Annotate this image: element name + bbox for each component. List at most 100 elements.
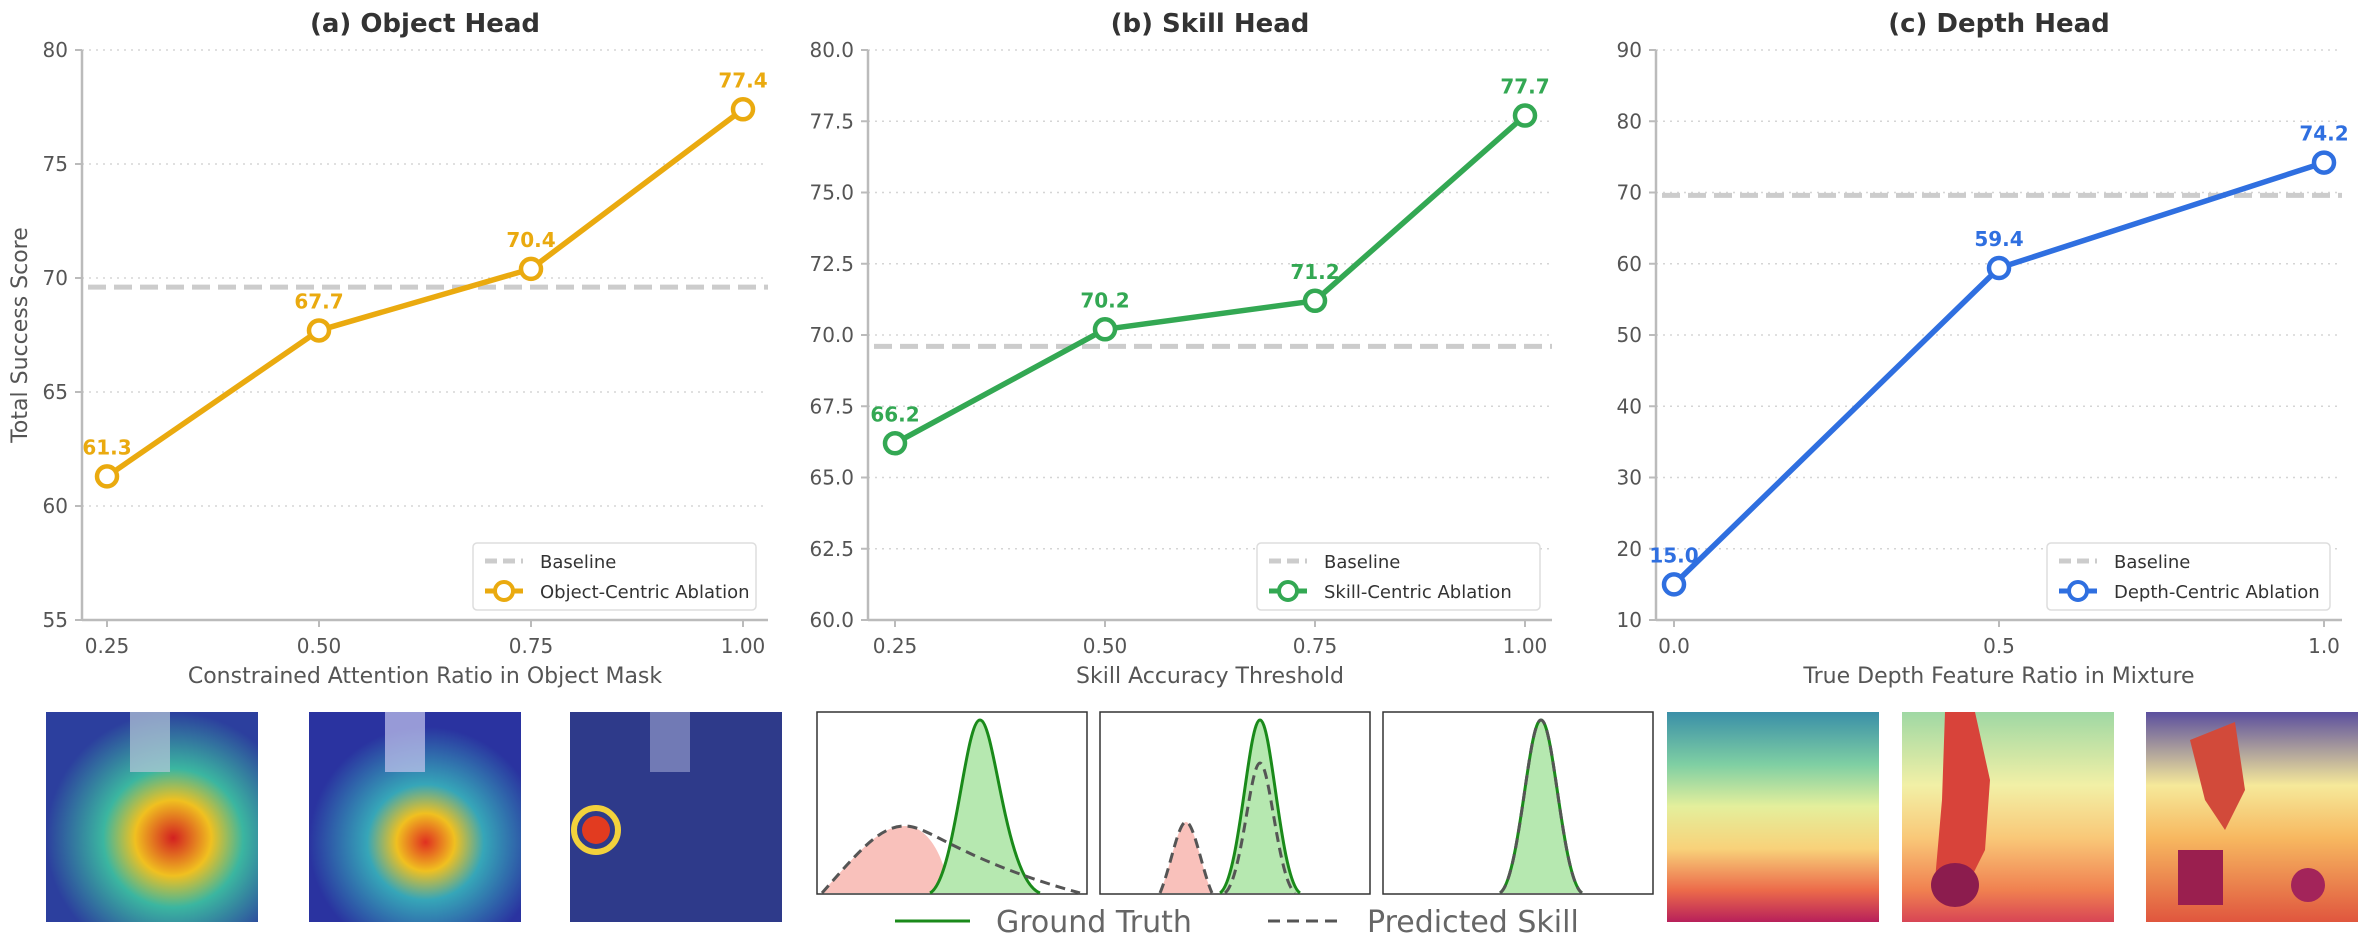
x-tick-label: 0.25 (85, 634, 130, 658)
data-label: 66.2 (870, 402, 919, 426)
y-tick-label: 67.5 (809, 394, 854, 418)
depth-object-arm (1935, 712, 1990, 900)
pred-curve-3 (1498, 718, 1584, 895)
data-point (94, 464, 120, 489)
y-tick-label: 55 (43, 608, 68, 632)
x-tick-label: 1.0 (2308, 634, 2340, 658)
data-point (306, 318, 332, 343)
data-point (1661, 572, 1687, 597)
legend: Baseline Skill-Centric Ablation (1256, 542, 1541, 611)
legend: Baseline Object-Centric Ablation (472, 542, 757, 611)
y-tick-label: 65 (43, 380, 68, 404)
legend-pred-label: Predicted Skill (1367, 905, 1579, 940)
y-tick-label: 50 (1617, 323, 1642, 347)
y-tick-label: 90 (1617, 38, 1642, 62)
y-tick-label: 70.0 (809, 323, 854, 347)
legend-gt-label: Ground Truth (996, 905, 1192, 940)
depth-map-images (1667, 712, 2358, 922)
y-tick-label: 75 (43, 152, 68, 176)
data-label: 77.7 (1500, 75, 1549, 99)
pred-fill-1 (822, 826, 950, 893)
y-tick-label: 30 (1617, 466, 1642, 490)
x-axis-label: Skill Accuracy Threshold (1076, 664, 1344, 689)
depth-object-arm (2190, 722, 2245, 830)
series-line (893, 113, 1527, 446)
x-axis-label: True Depth Feature Ratio in Mixture (1802, 664, 2194, 689)
chart-panel-3: 10 20 30 40 50 60 70 80 90 0.0 0.5 1.0 (c) Depth Hea… (1617, 9, 2349, 689)
chart-title: (b) Skill Head (1111, 9, 1310, 39)
x-tick-label: 0.75 (1293, 634, 1338, 658)
data-label: 59.4 (1974, 227, 2023, 251)
data-point (518, 256, 544, 282)
y-tick-label: 60 (1617, 252, 1642, 276)
y-tick-label: 10 (1617, 608, 1642, 632)
y-tick-label: 77.5 (809, 109, 854, 133)
depth-object (2291, 868, 2325, 902)
y-tick-label: 40 (1617, 394, 1642, 418)
attention-map-images (46, 712, 782, 922)
y-tick-label: 80.0 (809, 38, 854, 62)
depth-map-1 (1667, 712, 1879, 922)
legend-series-marker (1277, 580, 1299, 602)
depth-map-3 (2146, 712, 2358, 922)
attention-hotspot-ring (571, 805, 621, 855)
y-tick-label: 72.5 (809, 252, 854, 276)
robot-arm-shape (650, 712, 690, 772)
gt-curve-1 (929, 718, 1041, 895)
data-label: 67.7 (294, 289, 343, 313)
robot-arm-shape (130, 712, 170, 772)
data-label: 71.2 (1290, 260, 1339, 284)
y-tick-label: 60.0 (809, 608, 854, 632)
legend: Baseline Depth-Centric Ablation (2046, 542, 2331, 611)
y-tick-label: 70 (1617, 181, 1642, 205)
chart-title: (a) Object Head (310, 9, 540, 39)
chart-panel-1: 55 60 65 70 75 80 0.25 0.50 0.75 1.00 (a) Object H… (8, 9, 768, 689)
x-tick-label: 0.50 (297, 634, 342, 658)
legend-baseline-label: Baseline (1324, 552, 1400, 573)
data-label: 61.3 (82, 435, 131, 459)
robot-arm-shape (385, 712, 425, 772)
pred-fill-2 (1160, 822, 1212, 893)
x-tick-label: 0.50 (1083, 634, 1128, 658)
legend-series-label: Skill-Centric Ablation (1324, 582, 1512, 603)
legend-baseline-label: Baseline (2114, 552, 2190, 573)
data-point (1986, 255, 2012, 281)
x-tick-label: 1.00 (1503, 634, 1548, 658)
y-tick-label: 70 (43, 266, 68, 290)
x-tick-label: 0.5 (1983, 634, 2015, 658)
x-axis-label: Constrained Attention Ratio in Object Ma… (188, 664, 663, 689)
data-point (1512, 103, 1538, 128)
pred-curve-2 (1158, 761, 1297, 895)
data-point (882, 431, 908, 456)
y-tick-label: 80 (43, 38, 68, 62)
legend-box (472, 542, 757, 611)
data-label: 15.0 (1649, 543, 1698, 567)
data-label: 70.2 (1080, 288, 1129, 312)
depth-object (1931, 863, 1979, 907)
y-axis-label: Total Success Score (8, 227, 33, 444)
x-tick-label: 0.25 (873, 634, 918, 658)
y-tick-label: 20 (1617, 537, 1642, 561)
chart-panel-2: 60.0 62.5 65.0 67.5 70.0 72.5 75.0 77.5 80.0 0.25… (809, 9, 1552, 689)
legend-series-label: Depth-Centric Ablation (2114, 582, 2320, 603)
x-tick-label: 0.75 (509, 634, 554, 658)
gt-fill-3 (1500, 720, 1582, 893)
legend-series-marker (493, 580, 515, 602)
legend-series-label: Object-Centric Ablation (540, 582, 750, 603)
data-label: 74.2 (2299, 122, 2348, 146)
gt-curve-2 (1218, 718, 1302, 895)
skill-distribution-plots: Ground Truth Predicted Skill (816, 711, 1654, 940)
data-point (1302, 288, 1328, 314)
gt-fill-1 (930, 720, 1040, 893)
pred-curve-1 (820, 824, 1081, 895)
depth-object (2178, 850, 2223, 905)
data-label: 70.4 (506, 228, 555, 252)
x-tick-label: 1.00 (721, 634, 766, 658)
legend-baseline-label: Baseline (540, 552, 616, 573)
y-tick-label: 65.0 (809, 466, 854, 490)
x-tick-label: 0.0 (1658, 634, 1690, 658)
y-tick-label: 80 (1617, 109, 1642, 133)
data-label: 77.4 (718, 68, 767, 92)
legend-box (1256, 542, 1541, 611)
